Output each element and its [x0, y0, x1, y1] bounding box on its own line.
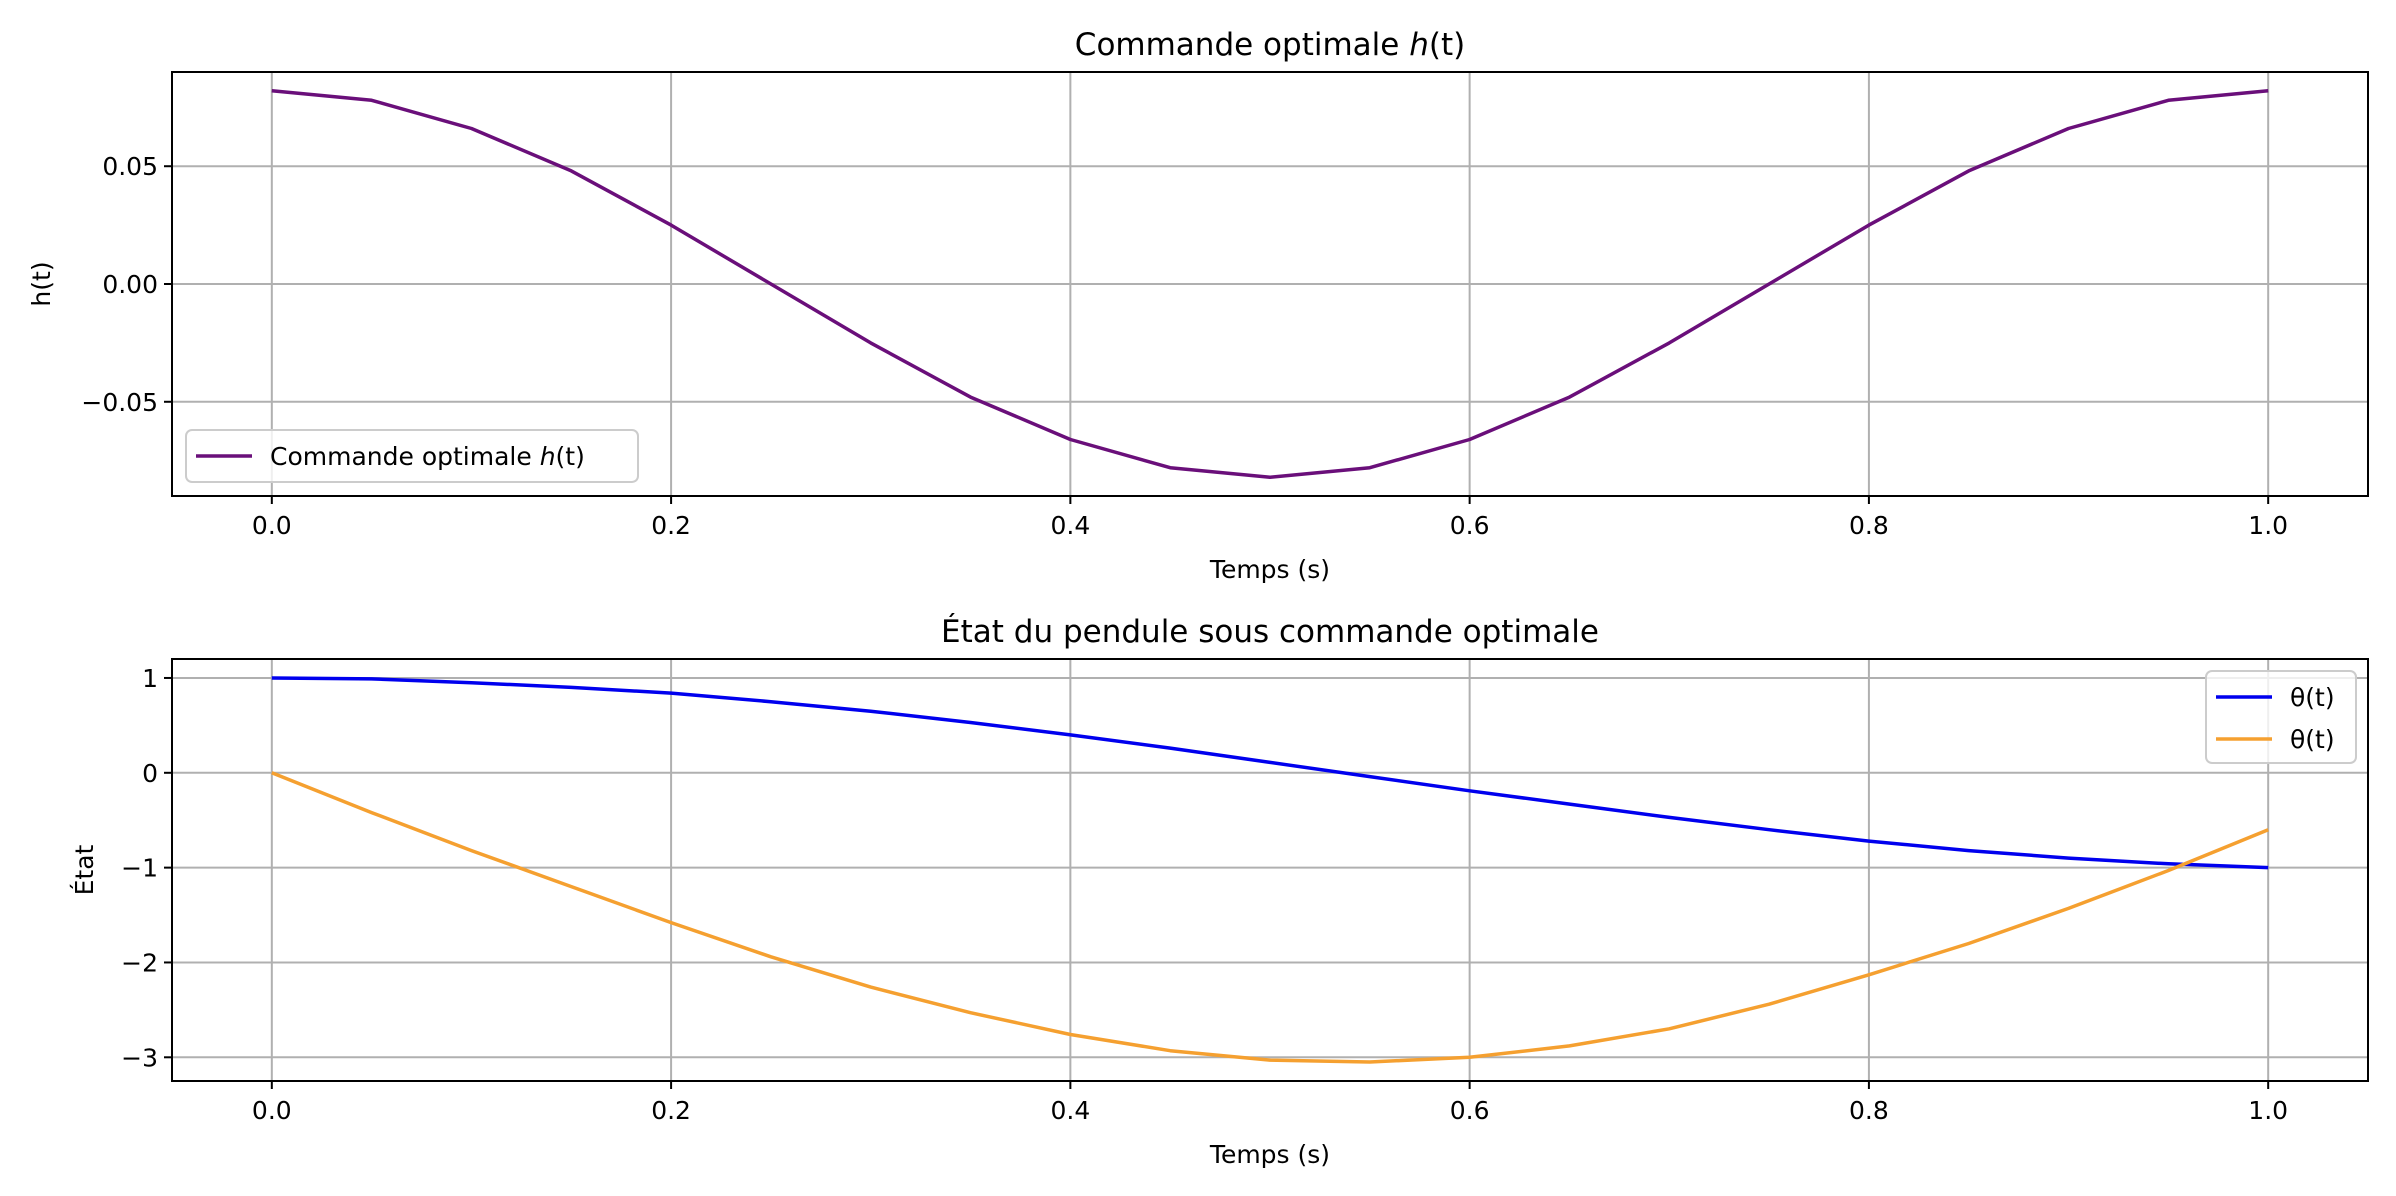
series-line-0	[271, 89, 2269, 479]
x-tick-label: 0.6	[1450, 1096, 1490, 1125]
x-tick-label: 0.0	[252, 511, 292, 540]
plot-area	[271, 89, 2269, 479]
y-tick-label: −3	[121, 1043, 158, 1072]
chart-title: Commande optimale h(t)	[1075, 27, 1465, 63]
legend: Commande optimale h(t)	[185, 429, 639, 483]
x-tick-label: 1.0	[2248, 511, 2288, 540]
x-axis-ticks: 0.0 0.2 0.4 0.6 0.8 1.0	[252, 1081, 2288, 1125]
x-tick-label: 0.4	[1050, 1096, 1090, 1125]
y-tick-label: 0.00	[102, 270, 158, 299]
y-axis-ticks: −3 −2 −1 0 1	[121, 664, 172, 1072]
x-tick-label: 0.2	[651, 1096, 691, 1125]
y-axis-label: h(t)	[27, 261, 56, 306]
x-axis-label: Temps (s)	[1209, 1140, 1330, 1169]
subplot-pendulum-state: 0.0 0.2 0.4 0.6 0.8 1.0 −3 −2 −1 0 1 État du pend…	[70, 614, 2369, 1169]
x-tick-label: 0.8	[1849, 511, 1889, 540]
plot-area	[271, 676, 2269, 1064]
subplot-optimal-control: 0.0 0.2 0.4 0.6 0.8 1.0 −0.05 0.00 0.05 Command…	[27, 27, 2369, 584]
x-tick-label: 0.6	[1450, 511, 1490, 540]
x-tick-label: 0.4	[1050, 511, 1090, 540]
y-axis-ticks: −0.05 0.00 0.05	[81, 152, 172, 417]
x-tick-label: 0.8	[1849, 1096, 1889, 1125]
chart-title: État du pendule sous commande optimale	[941, 614, 1599, 650]
x-axis-label: Temps (s)	[1209, 555, 1330, 584]
grid-lines	[172, 659, 2368, 1081]
legend-label-h: Commande optimale h(t)	[270, 442, 585, 471]
legend-label-theta-2: θ(t)	[2290, 725, 2335, 754]
legend-label-theta: θ(t)	[2290, 683, 2335, 712]
x-tick-label: 1.0	[2248, 1096, 2288, 1125]
y-tick-label: 1	[142, 664, 158, 693]
y-tick-label: −2	[121, 948, 158, 977]
legend: θ(t) θ(t)	[2205, 670, 2357, 764]
x-tick-label: 0.2	[651, 511, 691, 540]
grid-lines	[172, 72, 2368, 496]
y-axis-label: État	[70, 844, 99, 895]
x-tick-label: 0.0	[252, 1096, 292, 1125]
legend-box	[185, 429, 639, 483]
series-line-0	[271, 676, 2269, 870]
y-tick-label: −0.05	[81, 388, 158, 417]
axes-frame	[171, 658, 2369, 1082]
y-tick-label: −1	[121, 854, 158, 883]
y-tick-label: 0.05	[102, 152, 158, 181]
series-line-1	[271, 771, 2269, 1064]
y-tick-label: 0	[142, 759, 158, 788]
x-axis-ticks: 0.0 0.2 0.4 0.6 0.8 1.0	[252, 496, 2288, 540]
